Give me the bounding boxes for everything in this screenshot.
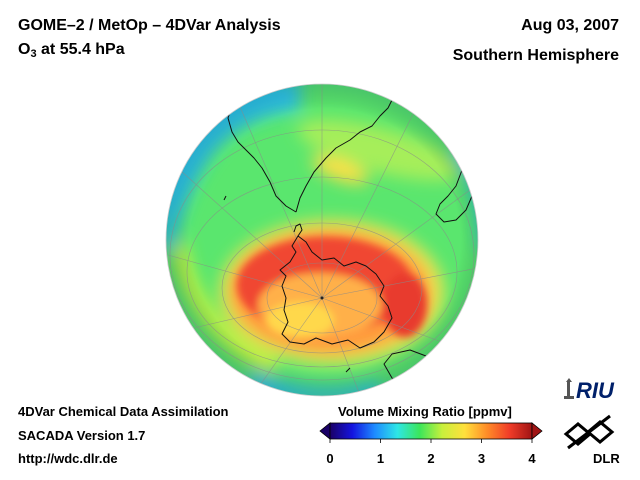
meridian xyxy=(321,297,361,396)
plot-subtitle: O3 at 55.4 hPa xyxy=(18,41,125,60)
africa-coastline xyxy=(435,169,473,223)
meridian xyxy=(167,254,323,299)
meridian xyxy=(321,99,421,299)
antarctic-peninsula xyxy=(293,223,303,237)
globe-outline xyxy=(165,83,479,397)
meridian xyxy=(259,297,323,386)
antarctica-coastline xyxy=(279,235,393,349)
footer-line-2: SACADA Version 1.7 xyxy=(18,428,146,443)
meridian xyxy=(184,297,323,331)
colorbar-tick-label: 4 xyxy=(528,451,536,466)
colorbar-title: Volume Mixing Ratio [ppmv] xyxy=(338,404,512,419)
plot-title: GOME–2 / MetOp – 4DVar Analysis xyxy=(18,17,281,34)
islands xyxy=(223,195,351,373)
graticule xyxy=(167,84,478,396)
riu-logo-text: RIU xyxy=(576,378,615,403)
analysis-date: Aug 03, 2007 xyxy=(521,17,619,34)
species-subscript: 3 xyxy=(30,48,37,60)
riu-logo: RIU xyxy=(564,378,615,403)
pressure-level: at 55.4 hPa xyxy=(36,41,125,58)
south-pole-point xyxy=(320,296,324,300)
meridian xyxy=(321,297,451,346)
species-label: O xyxy=(18,41,31,58)
hemisphere-label: Southern Hemisphere xyxy=(452,47,619,64)
meridian xyxy=(321,267,478,299)
footer-url: http://wdc.dlr.de xyxy=(18,451,118,466)
colorbar-tick-label: 3 xyxy=(477,451,486,466)
colorbar-tick-label: 0 xyxy=(326,451,334,466)
meridian xyxy=(321,189,471,299)
meridian xyxy=(234,94,323,299)
footer-line-1: 4DVar Chemical Data Assimilation xyxy=(18,404,229,419)
colorbar-tick-label: 2 xyxy=(427,451,435,466)
meridian xyxy=(179,169,323,299)
dlr-logo-text: DLR xyxy=(593,451,620,466)
dlr-logo-mark xyxy=(563,414,615,450)
colorbar-tick-label: 1 xyxy=(376,451,385,466)
